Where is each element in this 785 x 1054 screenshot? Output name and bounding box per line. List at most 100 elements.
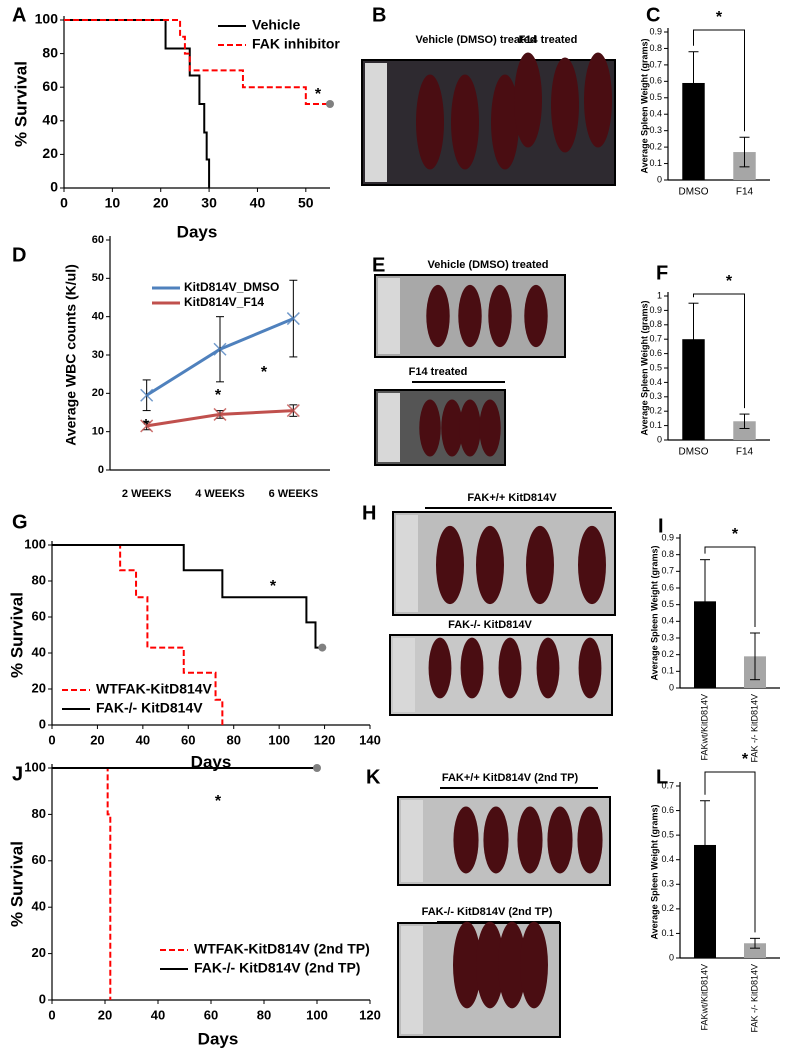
- x-tick-label: 0: [60, 195, 68, 211]
- annotation: *: [270, 578, 277, 595]
- y-axis-label: Average Spleen Weight (grams): [639, 38, 649, 173]
- survival-line: [64, 19, 330, 105]
- spleen: [419, 399, 441, 457]
- x-tick-label: 100: [306, 1007, 328, 1022]
- y-tick-label: 60: [92, 234, 104, 246]
- spleen: [441, 399, 463, 457]
- y-tick-label: 80: [32, 806, 46, 821]
- spleen: [536, 637, 560, 699]
- y-tick-label: 0.7: [649, 59, 662, 69]
- panel-label: K: [366, 766, 381, 788]
- spleen: [488, 284, 512, 348]
- x-tick-label: 20: [98, 1007, 112, 1022]
- annotation: *: [732, 526, 739, 543]
- panel-label: H: [362, 502, 376, 524]
- y-axis-label: % Survival: [7, 841, 26, 927]
- spleen: [476, 525, 504, 605]
- spleen: [460, 637, 484, 699]
- panel-label: E: [372, 254, 385, 276]
- x-tick-label: F14: [736, 187, 754, 198]
- spleen: [551, 57, 579, 153]
- y-tick-label: 0.4: [661, 854, 674, 864]
- y-tick-label: 40: [42, 112, 58, 128]
- panel-label: L: [656, 766, 668, 788]
- y-tick-label: 0.4: [649, 109, 662, 119]
- legend-label: KitD814V_DMSO: [184, 280, 279, 294]
- x-tick-label: 100: [268, 732, 290, 747]
- x-tick-label: 30: [201, 195, 217, 211]
- y-tick-label: 0: [50, 179, 58, 195]
- spleen: [526, 525, 554, 605]
- photo-caption: Vehicle (DMSO) treated: [415, 34, 536, 46]
- x-tick-label: 50: [298, 195, 314, 211]
- y-tick-label: 1: [657, 290, 662, 300]
- y-axis-label: Average Spleen Weight (grams): [649, 545, 659, 680]
- y-tick-label: 0.6: [649, 348, 662, 358]
- y-tick-label: 20: [92, 387, 104, 399]
- point-marker: [140, 419, 154, 433]
- y-tick-label: 0.9: [649, 26, 662, 36]
- x-tick-label: 10: [105, 195, 121, 211]
- y-tick-label: 0.8: [649, 43, 662, 53]
- y-tick-label: 0: [657, 434, 662, 444]
- x-tick-label: 80: [226, 732, 240, 747]
- photo-caption: F14 treated: [409, 366, 468, 378]
- survival-line: [64, 19, 211, 188]
- bar: [682, 82, 705, 180]
- bar: [694, 844, 716, 958]
- y-tick-label: 0: [39, 716, 46, 731]
- x-tick-label: 4 WEEKS: [195, 488, 245, 500]
- spleen: [514, 52, 542, 148]
- y-tick-label: 0.3: [649, 125, 662, 135]
- spleen: [578, 525, 606, 605]
- bar: [744, 943, 766, 958]
- ruler: [396, 515, 418, 612]
- x-tick-label: FAKwt/KitD814V: [699, 694, 709, 761]
- point-marker: [140, 388, 154, 402]
- ruler: [378, 278, 400, 354]
- y-tick-label: 0.9: [649, 305, 662, 315]
- legend-label: FAK-/- KitD814V: [96, 700, 203, 716]
- annotation: *: [716, 9, 723, 26]
- panel-label: B: [372, 4, 386, 26]
- annotation: *: [315, 86, 322, 103]
- y-tick-label: 0.3: [661, 632, 674, 642]
- photo-caption: FAK-/- KitD814V (2nd TP): [422, 906, 553, 918]
- annotation: *: [726, 273, 733, 290]
- legend-label: WTFAK-KitD814V (2nd TP): [194, 941, 370, 957]
- spleen: [451, 74, 479, 170]
- y-tick-label: 60: [42, 78, 58, 94]
- spleen: [426, 284, 450, 348]
- y-tick-label: 0.3: [649, 391, 662, 401]
- legend-label: FAK inhibitor: [252, 36, 340, 52]
- panel-label: A: [12, 4, 26, 26]
- panel-label: I: [658, 515, 664, 537]
- x-tick-label: 140: [359, 732, 381, 747]
- x-tick-label: 40: [151, 1007, 165, 1022]
- bar: [694, 601, 716, 688]
- y-axis-label: % Survival: [7, 592, 26, 678]
- spleen: [479, 399, 501, 457]
- x-tick-label: 60: [204, 1007, 218, 1022]
- y-tick-label: 100: [35, 11, 59, 27]
- point-marker: [286, 312, 300, 326]
- x-tick-label: DMSO: [679, 447, 709, 458]
- survival-line: [52, 544, 323, 649]
- x-tick-label: FAK -/- KitD814V: [749, 964, 759, 1033]
- x-tick-label: 2 WEEKS: [122, 488, 172, 500]
- spleen: [498, 921, 526, 1009]
- x-tick-label: 6 WEEKS: [269, 488, 319, 500]
- x-tick-label: 40: [250, 195, 266, 211]
- end-marker: [318, 643, 327, 652]
- legend-label: KitD814V_F14: [184, 295, 264, 309]
- panel-label: D: [12, 244, 26, 266]
- y-tick-label: 20: [32, 945, 46, 960]
- spleen: [436, 525, 464, 605]
- point-marker: [286, 404, 300, 418]
- annotation: *: [215, 793, 222, 810]
- y-tick-label: 0.1: [649, 420, 662, 430]
- y-tick-label: 0.6: [661, 805, 674, 815]
- y-tick-label: 0.7: [649, 334, 662, 344]
- x-tick-label: FAK -/- KitD814V: [749, 694, 759, 763]
- point-marker: [213, 407, 227, 421]
